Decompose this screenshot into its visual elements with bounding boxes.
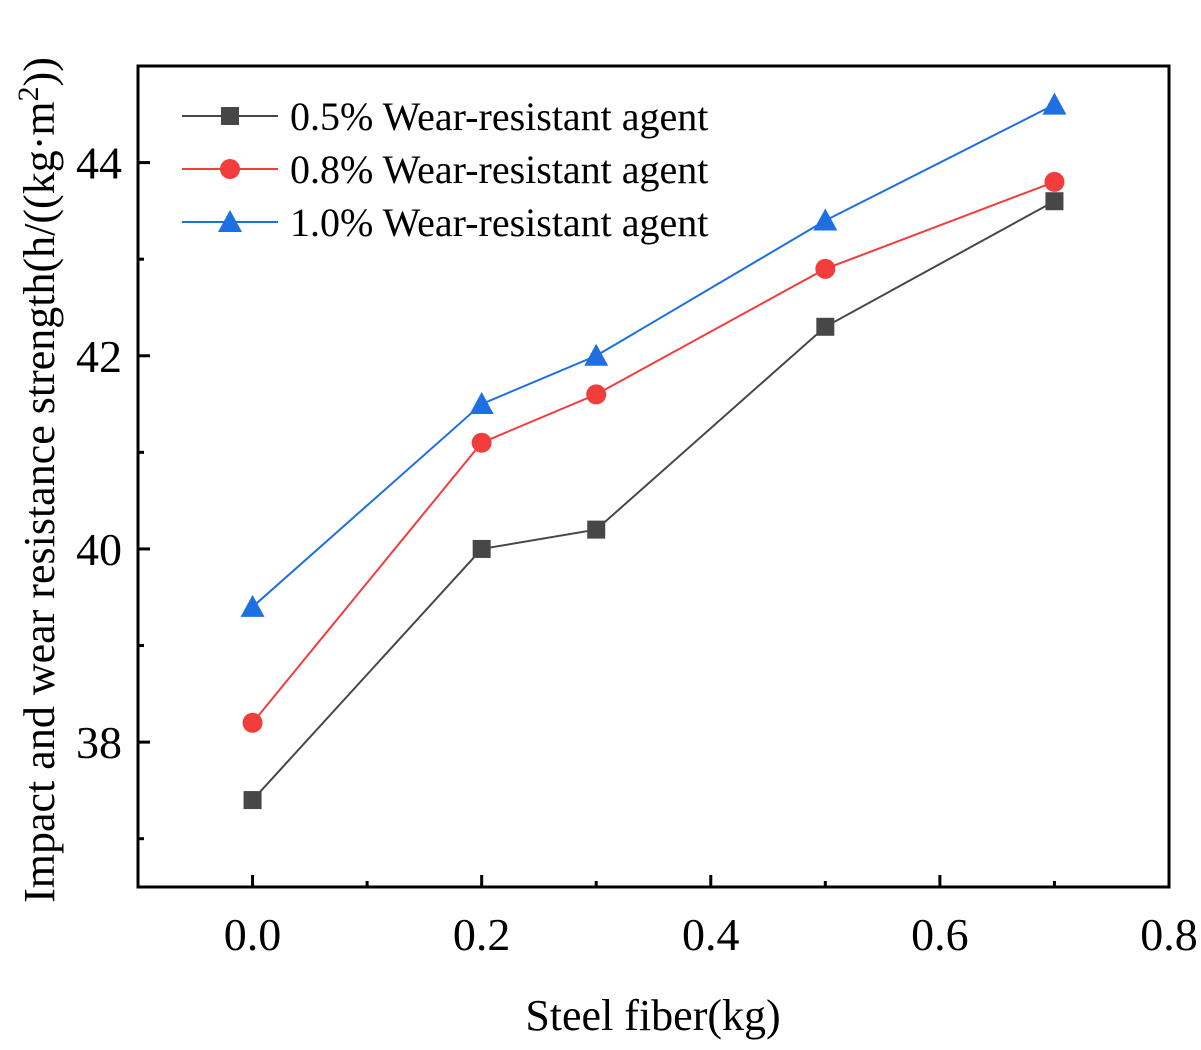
legend-marker: [221, 107, 239, 125]
x-tick-label: 0.4: [682, 909, 740, 960]
y-tick-label: 38: [76, 717, 122, 768]
legend-marker: [218, 210, 242, 232]
data-point: [471, 432, 492, 453]
data-point: [472, 539, 491, 558]
y-tick-label: 42: [76, 331, 122, 382]
series-line: [251, 180, 1055, 724]
x-tick-label: 0.8: [1140, 909, 1198, 960]
series-1: [243, 192, 1064, 810]
data-point: [242, 712, 263, 733]
series-2: [242, 171, 1065, 733]
data-point: [815, 258, 836, 279]
data-point: [816, 317, 835, 336]
x-tick-label: 0.0: [224, 909, 282, 960]
series-layer: [240, 92, 1067, 810]
y-axis-title-superscript: 2: [12, 86, 45, 101]
legend-label: 0.8% Wear-resistant agent: [290, 147, 708, 192]
series-3: [240, 92, 1067, 617]
data-point: [243, 791, 262, 810]
data-point: [240, 594, 265, 617]
ticks-layer: 0.0 0.2 0.4 0.6 0.8 38 40 42 44: [76, 138, 1198, 960]
legend: 0.5% Wear-resistant agent 0.8% Wear-resis…: [182, 94, 708, 245]
plot-frame: [136, 64, 1171, 889]
y-axis-title-tail: )): [15, 57, 64, 86]
data-point: [1045, 192, 1064, 211]
data-point: [469, 392, 494, 415]
legend-entry-2: 0.8% Wear-resistant agent: [182, 147, 708, 192]
data-point: [584, 343, 609, 366]
y-tick-label: 44: [76, 138, 122, 189]
y-tick-label: 40: [76, 524, 122, 575]
data-point: [587, 520, 606, 539]
x-axis-title: Steel fiber(kg): [525, 991, 780, 1040]
data-point: [1044, 171, 1065, 192]
legend-entry-1: 0.5% Wear-resistant agent: [182, 94, 708, 139]
legend-label: 1.0% Wear-resistant agent: [290, 200, 708, 245]
x-tick-label: 0.6: [911, 909, 969, 960]
legend-entry-3: 1.0% Wear-resistant agent: [182, 200, 708, 245]
data-point: [813, 208, 838, 231]
x-tick-label: 0.2: [453, 909, 511, 960]
data-point: [1042, 92, 1067, 115]
y-axis-title: Impact and wear resistance strength(h/((…: [12, 57, 64, 903]
data-point: [586, 384, 607, 405]
y-axis-title-main: Impact and wear resistance strength(h/((…: [15, 101, 64, 902]
legend-label: 0.5% Wear-resistant agent: [290, 94, 708, 139]
legend-marker: [220, 159, 240, 179]
